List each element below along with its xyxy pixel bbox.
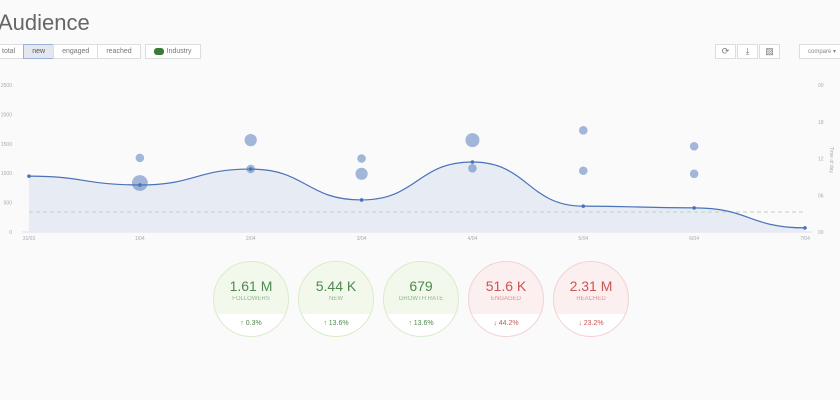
kpi-value: 51.6 K <box>485 278 527 294</box>
metric-segmented-control: total new engaged reached Industry <box>0 44 201 59</box>
y-tick-label: 1000 <box>1 171 12 177</box>
kpi-followers: 1.61 M FOLLOWERS ↑ 0.3% <box>213 261 289 337</box>
x-tick-label: 6/04 <box>689 236 699 242</box>
kpi-row: 1.61 M FOLLOWERS ↑ 0.3% 5.44 K NEW ↑ 13.… <box>213 261 629 337</box>
y2-tick-label: 00 <box>818 83 824 89</box>
kpi-label: ENGAGED <box>490 296 521 302</box>
y2-tick-label: 12 <box>818 157 824 163</box>
kpi-change: ↑ 13.6% <box>299 314 373 336</box>
time-bubble <box>246 164 256 174</box>
time-bubble <box>135 153 145 163</box>
kpi-change: ↓ 44.2% <box>469 314 543 336</box>
y-tick-label: 0 <box>9 230 12 236</box>
x-tick-label: 2/04 <box>246 236 256 242</box>
x-tick-label: 3/04 <box>357 236 367 242</box>
image-icon[interactable]: ▨ <box>759 44 780 59</box>
kpi-value: 679 <box>409 278 433 294</box>
compare-dropdown[interactable]: compare ▾ <box>799 44 840 59</box>
kpi-engaged: 51.6 K ENGAGED ↓ 44.2% <box>468 261 544 337</box>
series-point <box>470 160 475 164</box>
series-point <box>692 206 696 210</box>
series-point <box>803 226 807 230</box>
time-bubble <box>689 141 699 151</box>
kpi-value: 5.44 K <box>315 278 357 294</box>
refresh-icon[interactable]: ⟳ <box>715 44 736 59</box>
y-tick-label: 1500 <box>1 142 12 148</box>
kpi-value: 1.61 M <box>229 278 273 294</box>
kpi-new: 5.44 K NEW ↑ 13.6% <box>298 261 374 337</box>
y-tick-label: 2000 <box>1 112 12 118</box>
series-point <box>359 198 364 202</box>
toggle-icon <box>153 48 164 55</box>
time-bubble <box>244 134 257 147</box>
y2-tick-label: 18 <box>818 120 824 126</box>
x-tick-label: 31/03 <box>23 236 36 242</box>
y-tick-label: 500 <box>4 201 13 207</box>
time-bubble <box>578 126 588 135</box>
industry-label: Industry <box>166 48 192 55</box>
y-tick-label: 2500 <box>1 83 12 89</box>
time-bubble <box>357 154 366 163</box>
kpi-value: 2.31 M <box>569 278 613 294</box>
time-bubble <box>465 133 480 148</box>
kpi-label: FOLLOWERS <box>232 296 270 302</box>
toolbar: ⟳ ⤓ ▨ <box>715 44 780 59</box>
series-point <box>581 204 586 208</box>
time-bubble <box>468 164 477 173</box>
x-tick-label: 7/04 <box>800 236 810 242</box>
kpi-change: ↑ 13.6% <box>384 314 458 336</box>
x-tick-label: 4/04 <box>468 236 478 242</box>
segment-new[interactable]: new <box>23 44 55 59</box>
time-bubble <box>689 169 699 179</box>
kpi-change: ↑ 0.3% <box>214 314 288 336</box>
y2-axis-label: Time of day <box>828 147 834 173</box>
kpi-change: ↓ 23.2% <box>554 314 628 336</box>
series-line <box>28 161 806 229</box>
y2-tick-label: 00 <box>818 230 824 236</box>
time-bubble <box>131 175 148 191</box>
segment-reached[interactable]: reached <box>97 44 141 59</box>
series-area <box>29 162 805 232</box>
download-icon[interactable]: ⤓ <box>737 44 758 59</box>
kpi-label: NEW <box>329 296 343 302</box>
page-title: Audience <box>0 10 90 35</box>
audience-chart: 0 500 1000 1500 2000 2500 00 06 12 18 00 Time of da… <box>1 83 834 242</box>
kpi-label: REACHED <box>576 296 606 302</box>
x-tick-label: 1/04 <box>135 236 145 242</box>
y2-tick-label: 06 <box>818 193 824 199</box>
series-point <box>27 174 31 178</box>
industry-toggle[interactable]: Industry <box>144 44 201 59</box>
time-bubble <box>355 167 368 180</box>
kpi-growth-rate: 679 GROWTH RATE ↑ 13.6% <box>383 261 459 337</box>
x-tick-label: 5/04 <box>578 236 588 242</box>
kpi-label: GROWTH RATE <box>398 296 444 302</box>
kpi-reached: 2.31 M REACHED ↓ 23.2% <box>553 261 629 337</box>
segment-engaged[interactable]: engaged <box>53 44 99 59</box>
time-bubble <box>578 166 588 176</box>
